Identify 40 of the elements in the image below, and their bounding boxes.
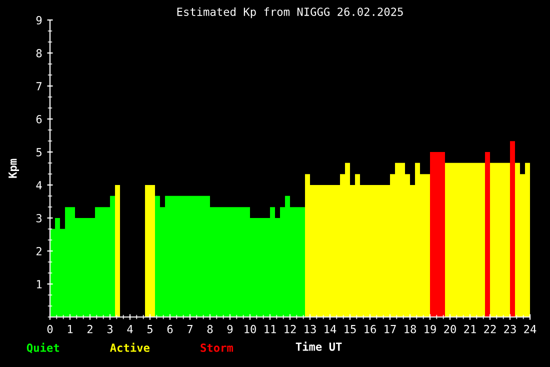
- x-tick-label: 3: [107, 324, 113, 334]
- x-tick-label: 11: [264, 325, 276, 334]
- x-tick-label: 19: [424, 324, 436, 334]
- x-tick-label: 16: [364, 324, 376, 334]
- x-tick-label: 13: [304, 324, 316, 334]
- x-tick-label: 2: [87, 324, 92, 334]
- y-tick-label: 9: [36, 16, 42, 24]
- x-tick-label: 6: [167, 324, 173, 334]
- chart-title: Estimated Kp from NIGGG 26.02.2025: [177, 7, 403, 18]
- x-tick-label: 21: [464, 324, 476, 334]
- x-tick-label: 24: [524, 324, 536, 334]
- y-tick-label: 4: [36, 181, 42, 190]
- y-tick-label: 1: [37, 280, 42, 288]
- x-axis-title: Time UT: [296, 342, 342, 351]
- x-tick-label: 20: [444, 324, 456, 334]
- x-tick-label: 4: [127, 325, 133, 334]
- y-axis-title: Kpm: [8, 158, 20, 178]
- x-tick-label: 14: [324, 325, 336, 334]
- x-tick-label: 17: [384, 325, 396, 334]
- x-tick-label: 18: [404, 324, 416, 334]
- y-tick-label: 5: [36, 148, 42, 156]
- x-tick-label: 10: [244, 324, 256, 334]
- y-tick-label: 8: [36, 49, 42, 58]
- text: Active: [110, 342, 150, 352]
- y-tick-label: 3: [36, 214, 42, 222]
- x-tick-label: 23: [504, 324, 516, 334]
- x-tick-label: 0: [47, 324, 53, 334]
- y-tick-label: 2: [36, 247, 42, 256]
- x-tick-label: 1: [68, 325, 73, 334]
- text: Storm: [200, 344, 234, 352]
- x-tick-label: 7: [187, 325, 193, 334]
- x-tick-label: 8: [207, 324, 213, 334]
- y-tick-label: 7: [36, 82, 42, 90]
- text: Quiet: [26, 342, 59, 354]
- x-tick-label: 12: [284, 324, 296, 334]
- x-tick-label: 22: [484, 324, 496, 334]
- x-tick-label: 9: [227, 324, 233, 334]
- y-tick-label: 6: [36, 115, 42, 124]
- x-tick-label: 15: [344, 325, 356, 334]
- x-tick-label: 5: [147, 325, 152, 334]
